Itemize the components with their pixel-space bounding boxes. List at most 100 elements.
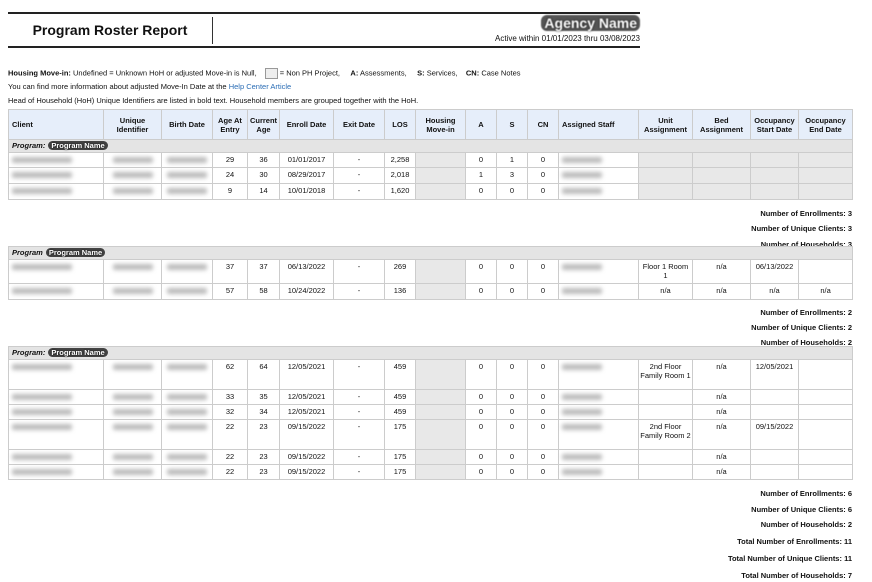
program-row: Program Program Name [7,246,854,260]
client-cell[interactable] [8,283,104,300]
unit-cell [638,183,693,200]
bed-cell: n/a [692,404,751,420]
cn-cell: 0 [527,283,559,300]
s-cell: 0 [496,389,528,405]
birth-date-cell [161,419,213,450]
enroll-cell: 09/15/2022 [279,419,334,450]
redacted-value [562,264,602,270]
client-cell[interactable] [8,419,104,450]
unique-id-cell [103,283,162,300]
redacted-value [167,364,207,370]
bed-cell: n/a [692,359,751,390]
redacted-value [12,264,72,270]
occ_start-cell [750,152,799,168]
los-cell: 175 [384,419,416,450]
los-cell: 2,258 [384,152,416,168]
s-cell: 0 [496,359,528,390]
exit-cell: - [333,359,385,390]
occ_start-cell [750,183,799,200]
redacted-value [112,157,153,163]
column-header: A [465,109,497,140]
occ_end-cell [797,464,854,480]
bed-cell [692,152,751,168]
unit-cell [638,464,693,480]
cur-cell: 23 [247,464,280,480]
client-cell[interactable] [8,449,104,465]
unit-cell [638,449,693,465]
los-cell: 1,620 [384,183,416,200]
cur-cell: 64 [247,359,280,390]
client-cell[interactable] [8,464,104,480]
divider [212,17,213,44]
client-cell[interactable] [8,152,104,168]
s-cell: 0 [496,449,528,465]
unit-cell [638,152,693,168]
age-cell: 57 [212,283,248,300]
redacted-value [562,364,602,370]
header-row: Client Unique Identifier Birth Date Age At … [8,109,853,140]
age-cell: 24 [212,167,248,184]
table-row: 29 36 01/01/2017-2,258 0 1 0 [8,152,853,168]
cur-cell: 34 [247,404,280,420]
cn-cell: 0 [527,404,559,420]
birth-date-cell [161,404,213,420]
cur-cell: 35 [247,389,280,405]
s-key: S: [417,68,425,78]
a-cell: 1 [465,167,497,184]
page-title: Program Roster Report [32,22,188,38]
cn-cell: 0 [527,359,559,390]
age-cell: 22 [212,464,248,480]
client-cell[interactable] [8,259,104,284]
bed-cell: n/a [692,464,751,480]
client-cell[interactable] [8,167,104,184]
column-header: Client [8,109,104,140]
unique-id-cell [103,152,162,168]
redacted-value [12,409,72,415]
program-label: Program: [12,348,46,357]
redacted-value [112,424,153,430]
housing-move-in-cell [415,404,466,420]
redacted-value [112,288,153,294]
client-cell[interactable] [8,404,104,420]
s-cell: 0 [496,259,528,284]
client-cell[interactable] [8,359,104,390]
client-cell[interactable] [8,389,104,405]
cur-cell: 23 [247,419,280,450]
cn-cell: 0 [527,464,559,480]
birth-date-cell [161,152,213,168]
a-cell: 0 [465,183,497,200]
cur-cell: 30 [247,167,280,184]
cur-cell: 37 [247,259,280,284]
client-cell[interactable] [8,183,104,200]
occ_end-cell [798,152,853,168]
unique-id-cell [103,359,162,390]
exit-cell: - [333,449,385,465]
birth-date-cell [161,389,213,405]
program-name[interactable]: Program Name [48,348,108,357]
redacted-value [12,157,72,163]
enroll-cell: 10/24/2022 [279,283,334,300]
help-center-link[interactable]: Help Center Article [228,82,292,91]
non-ph-text: = Non PH Project, [279,68,340,78]
housing-label: Housing Move-in: [8,68,71,78]
los-cell: 459 [384,404,416,420]
redacted-value [562,454,602,460]
redacted-value [112,409,153,415]
redacted-value [562,409,602,415]
cur-cell: 23 [247,449,280,465]
program-name[interactable]: Program Name [48,141,108,150]
bed-cell: n/a [692,259,751,284]
occ_start-cell: 09/15/2022 [750,419,799,450]
redacted-value [562,172,602,178]
agency-name: Agency Name [541,15,640,31]
exit-cell: - [333,419,385,450]
unique-id-cell [103,464,162,480]
s-cell: 0 [496,419,528,450]
assigned-staff-cell [558,283,639,300]
housing-move-in-cell [415,464,466,480]
program-name[interactable]: Program Name [45,248,106,257]
column-header: S [496,109,528,140]
s-cell: 0 [496,404,528,420]
bed-cell: n/a [692,283,751,300]
enroll-cell: 12/05/2021 [279,359,334,390]
